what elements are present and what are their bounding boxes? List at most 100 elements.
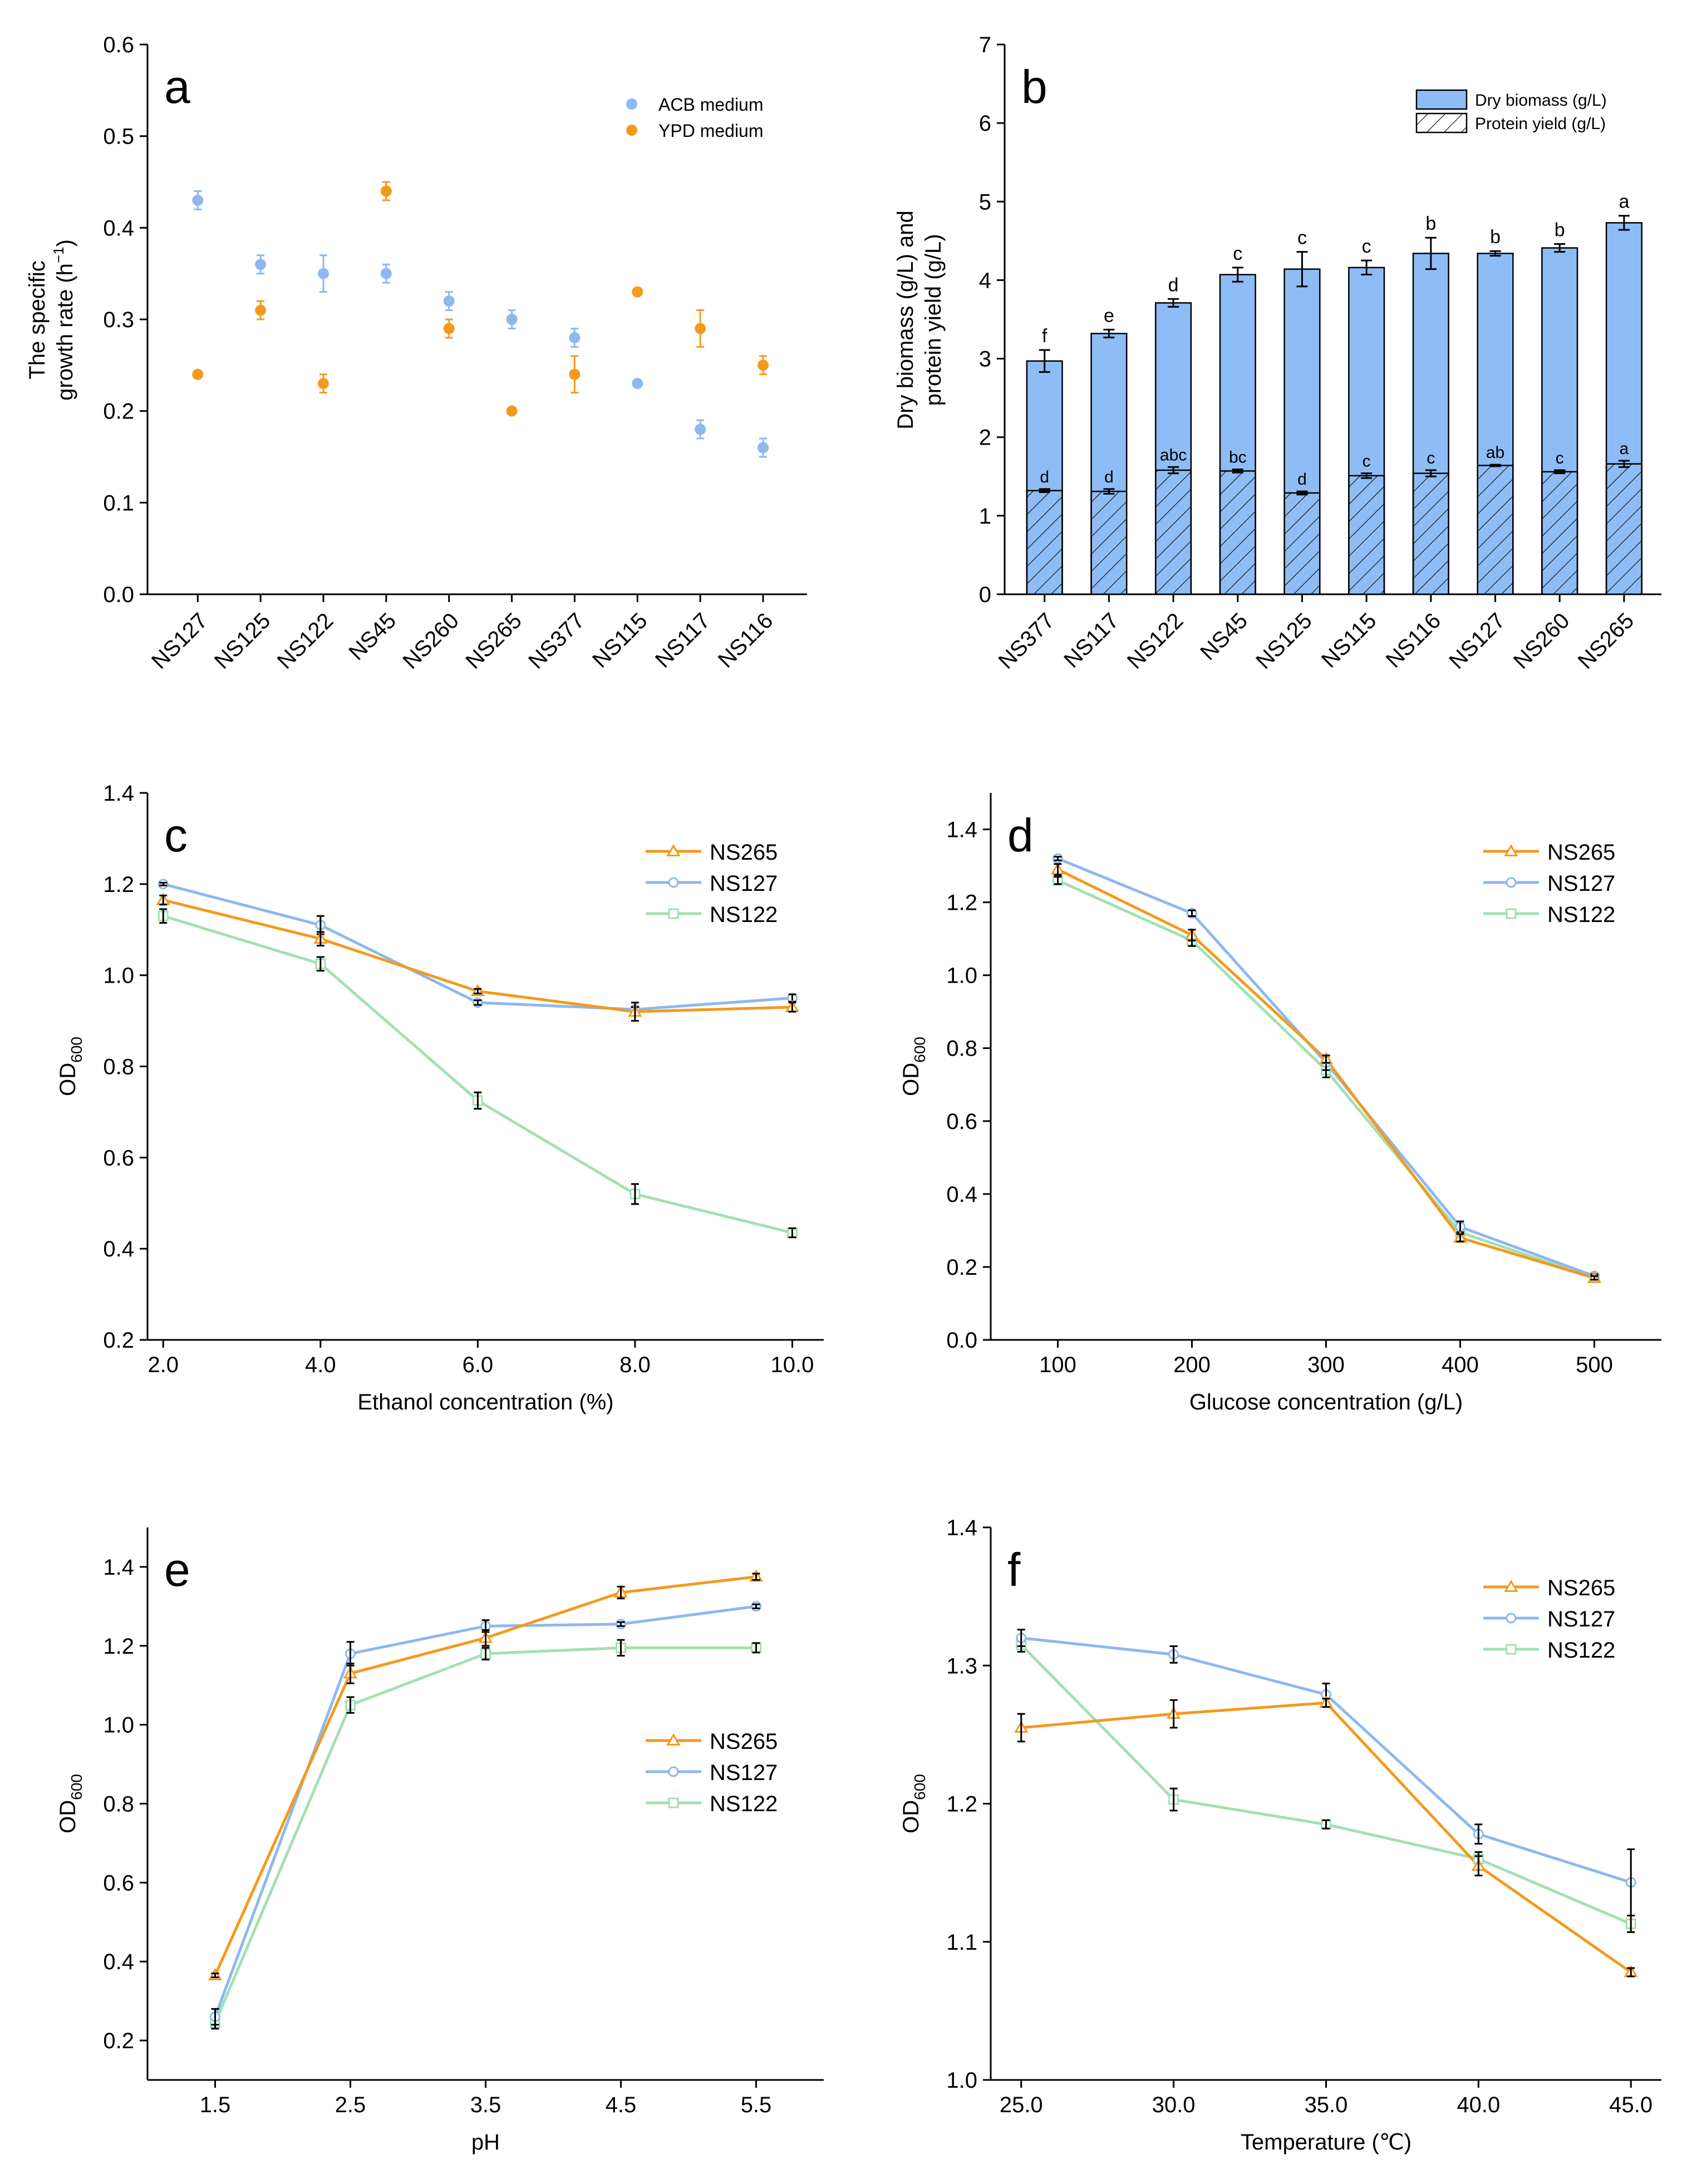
significance-letter-protein: d <box>1297 470 1307 489</box>
significance-letter-protein: c <box>1556 449 1564 467</box>
legend-label-d: NS127 <box>1547 871 1615 896</box>
y-axis-label-e: OD600 <box>56 1774 85 1833</box>
legend-label-c: NS127 <box>710 871 778 896</box>
legend-marker-d <box>1506 908 1517 919</box>
scatter-point-acb <box>192 194 204 206</box>
legend-label-e: NS265 <box>710 1729 778 1754</box>
scatter-point-ypd <box>506 405 518 417</box>
significance-letter-dry: c <box>1362 236 1371 257</box>
bar-protein-yield <box>1026 490 1063 595</box>
significance-letter-dry: b <box>1425 213 1436 234</box>
legend-label-a: ACB medium <box>658 95 764 115</box>
significance-letter-protein: bc <box>1229 448 1247 467</box>
scatter-point-ypd <box>632 286 643 298</box>
y-tick-label-b: 2 <box>979 426 991 450</box>
legend-label-d: NS122 <box>1547 903 1615 927</box>
x-tick-label-b: NS115 <box>1317 608 1381 673</box>
scatter-point-ypd <box>758 359 769 371</box>
x-tick-label-b: NS265 <box>1573 608 1639 674</box>
x-tick-label-d: 100 <box>1039 1353 1076 1377</box>
significance-letter-dry: b <box>1555 220 1565 241</box>
legend-label-f: NS265 <box>1547 1576 1615 1600</box>
y-tick-label-f: 1.0 <box>946 2068 977 2093</box>
y-axis-label-d: OD600 <box>899 1037 928 1096</box>
y-axis-label-f: OD600 <box>899 1774 928 1833</box>
y-tick-label-e: 0.2 <box>103 2029 134 2053</box>
y-axis-label-a-line2: growth rate (h−1) <box>50 239 77 401</box>
y-axis-label-sub: 600 <box>911 1774 928 1800</box>
x-tick-label-e: 5.5 <box>741 2093 772 2117</box>
y-axis-label-b: Dry biomass (g/L) and <box>893 210 918 429</box>
scatter-point-ypd <box>380 185 392 197</box>
y-axis-label-text: OD <box>899 1063 923 1096</box>
x-tick-label-b: NS377 <box>993 608 1059 674</box>
legend-label-f: NS122 <box>1547 1638 1615 1663</box>
bar-protein-yield <box>1348 475 1385 595</box>
legend-swatch-protein <box>1415 112 1468 134</box>
y-tick-label-d: 0.4 <box>946 1182 977 1207</box>
x-tick-label-c: 10.0 <box>771 1353 814 1377</box>
y-axis-label-text: OD <box>899 1800 923 1833</box>
x-tick-label-a: NS45 <box>344 608 401 665</box>
bar-protein-yield <box>1605 463 1642 595</box>
scatter-point-acb <box>255 259 267 270</box>
x-tick-label-e: 3.5 <box>470 2093 501 2117</box>
panel-label-d: d <box>1007 809 1034 861</box>
y-tick-label-e: 0.6 <box>103 1871 134 1895</box>
y-tick-label-c: 1.4 <box>103 781 134 806</box>
y-tick-label-f: 1.4 <box>946 1516 977 1540</box>
significance-letter-dry: c <box>1297 228 1307 249</box>
legend-label-a: YPD medium <box>658 121 764 141</box>
y-tick-label-f: 1.2 <box>946 1792 977 1817</box>
scatter-point-acb <box>695 423 706 435</box>
y-axis-label-a-sup: −1 <box>50 246 67 263</box>
x-axis-label-d: Glucose concentration (g/L) <box>1189 1390 1463 1414</box>
y-axis-label-a-text: growth rate (h <box>53 263 77 401</box>
x-tick-label-d: 200 <box>1173 1353 1211 1377</box>
bar-protein-yield <box>1541 471 1578 595</box>
significance-letter-protein: c <box>1363 452 1371 471</box>
x-tick-label-f: 40.0 <box>1457 2093 1500 2117</box>
y-axis-label-c: OD600 <box>56 1037 85 1096</box>
significance-letter-protein: a <box>1620 440 1629 458</box>
significance-letter-protein: c <box>1427 449 1435 467</box>
x-axis-label-c: Ethanol concentration (%) <box>357 1390 613 1414</box>
x-tick-label-c: 4.0 <box>305 1353 336 1377</box>
legend-marker-e <box>666 1733 681 1746</box>
y-axis-label-text: OD <box>56 1800 80 1833</box>
legend-marker-f <box>1504 1579 1518 1592</box>
x-tick-label-a: NS117 <box>651 608 715 673</box>
y-tick-label-e: 1.0 <box>103 1713 134 1738</box>
panel-label-a: a <box>164 61 190 113</box>
y-tick-label-a: 0.3 <box>103 308 134 332</box>
y-tick-label-e: 1.4 <box>103 1555 134 1580</box>
series-line-ns127 <box>1021 1636 1631 1884</box>
x-tick-label-c: 8.0 <box>619 1353 651 1377</box>
x-tick-label-b: NS117 <box>1059 608 1124 673</box>
scatter-point-ypd <box>192 368 204 380</box>
y-tick-label-a: 0.6 <box>103 33 134 57</box>
legend-label-protein: Protein yield (g/L) <box>1475 115 1606 133</box>
significance-letter-dry: b <box>1490 226 1501 248</box>
y-tick-label-d: 0.2 <box>946 1255 977 1280</box>
scatter-point-acb <box>758 442 769 453</box>
legend-label-f: NS127 <box>1547 1607 1615 1631</box>
scatter-point-acb <box>443 295 455 307</box>
bar-protein-yield <box>1283 492 1321 595</box>
scatter-point-ypd <box>443 323 455 334</box>
y-axis-label-text: OD <box>56 1063 80 1096</box>
x-tick-label-e: 1.5 <box>200 2093 231 2117</box>
x-tick-label-c: 6.0 <box>463 1353 494 1377</box>
y-tick-label-d: 1.4 <box>946 818 977 842</box>
series-line-ns265 <box>1021 1701 1632 1974</box>
x-tick-label-a: NS115 <box>588 608 652 673</box>
y-axis-label-sub: 600 <box>68 1774 85 1800</box>
x-tick-label-f: 25.0 <box>1000 2093 1043 2117</box>
y-axis-label-sub: 600 <box>911 1037 928 1063</box>
y-tick-label-f: 1.3 <box>946 1654 977 1678</box>
bar-protein-yield <box>1412 472 1449 595</box>
x-tick-label-d: 500 <box>1576 1353 1613 1377</box>
y-tick-label-b: 7 <box>979 33 991 57</box>
